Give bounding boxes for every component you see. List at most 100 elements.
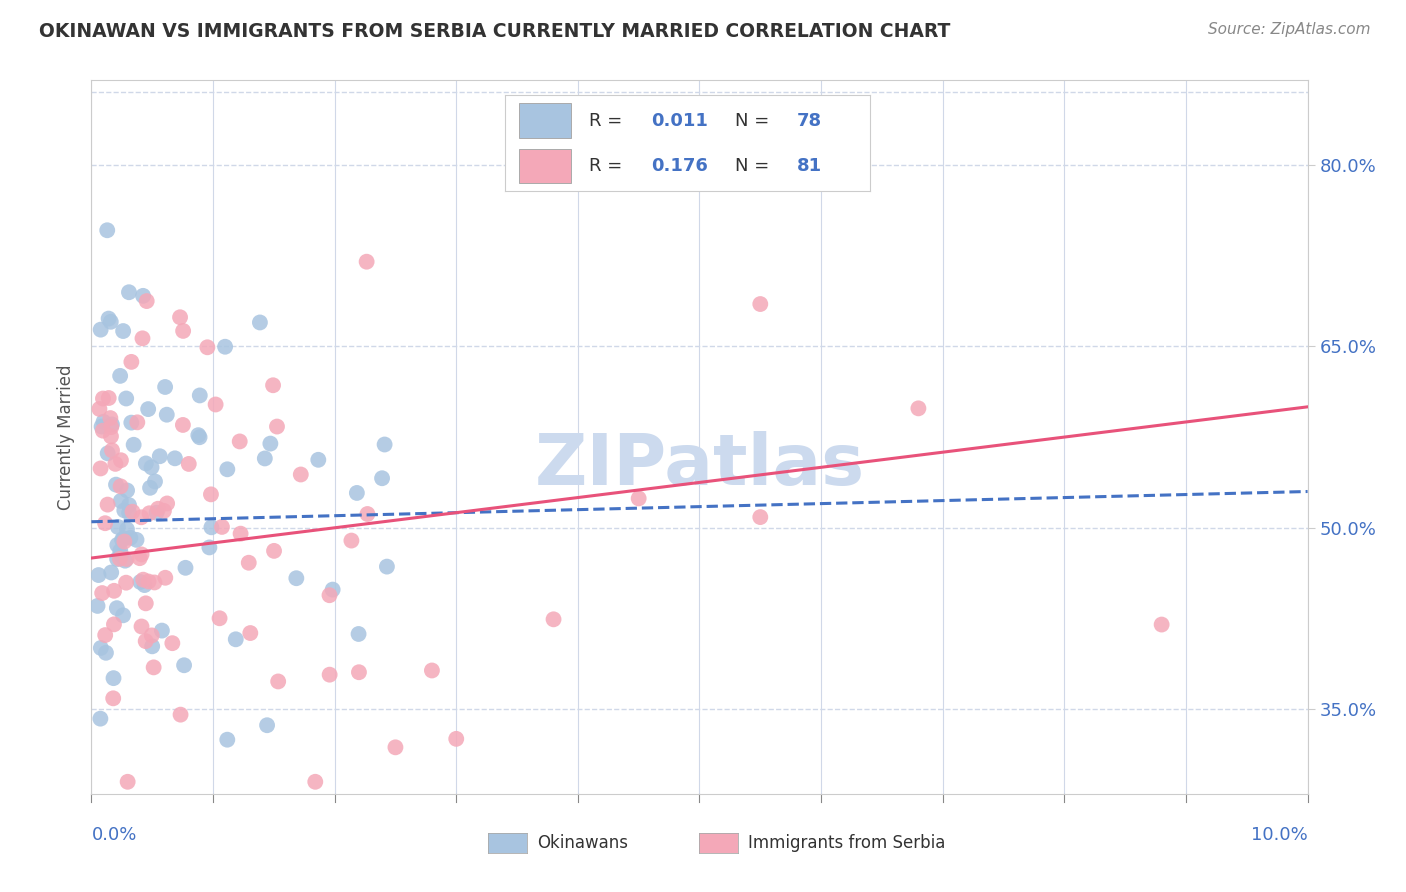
Point [138,574,160,589]
Point [173,658,195,673]
Point [105,601,128,615]
Point [103,671,125,685]
Point [97,498,120,512]
Point [149,449,172,463]
Point [375,559,398,574]
Point [132,573,155,587]
Point [135,634,157,648]
Point [322,582,344,597]
Point [267,674,290,689]
Point [103,691,125,706]
Point [110,479,132,493]
Point [101,443,124,458]
Point [97,311,120,326]
Point [107,520,129,534]
Point [177,457,200,471]
Point [129,510,152,524]
Point [91,424,114,438]
Point [749,297,772,311]
Point [120,416,142,430]
Point [110,549,132,563]
Point [139,481,162,495]
Point [118,498,141,512]
Point [100,566,122,580]
Point [156,496,179,510]
Point [249,316,271,330]
Point [200,520,222,534]
Text: Source: ZipAtlas.com: Source: ZipAtlas.com [1208,22,1371,37]
Point [94,516,117,531]
Point [112,532,135,546]
Point [104,457,127,471]
Point [208,611,231,625]
Point [120,531,142,545]
Point [103,583,125,598]
Point [143,475,166,489]
Point [96,223,118,237]
Text: Immigrants from Serbia: Immigrants from Serbia [748,834,945,852]
Point [135,596,157,610]
Text: 0.0%: 0.0% [91,826,136,844]
Point [128,551,150,566]
Point [121,505,143,519]
Text: 10.0%: 10.0% [1251,826,1308,844]
Point [141,628,163,642]
Point [347,627,370,641]
Point [136,402,159,417]
Point [214,340,236,354]
Point [187,428,209,442]
Point [93,415,115,429]
Point [204,397,226,411]
Point [111,533,134,547]
Point [122,438,145,452]
Point [101,417,124,432]
Point [131,619,153,633]
Point [371,471,394,485]
Point [200,487,222,501]
Point [356,507,378,521]
Point [146,501,169,516]
Point [91,586,114,600]
Point [98,411,121,425]
Point [150,624,173,638]
Point [115,522,138,536]
Point [100,315,122,329]
Point [115,575,138,590]
Point [115,392,138,406]
Point [346,486,368,500]
Point [253,451,276,466]
Point [91,392,114,406]
Point [94,628,117,642]
Point [188,388,211,402]
Point [1150,617,1173,632]
Point [340,533,363,548]
Point [115,483,138,498]
Point [318,588,340,602]
Text: ZIPatlas: ZIPatlas [534,431,865,500]
Point [347,665,370,680]
Point [115,552,138,566]
Point [112,534,135,549]
Point [94,646,117,660]
Point [174,561,197,575]
Point [156,408,179,422]
Point [217,462,239,476]
Point [135,294,157,309]
Point [290,467,312,482]
Point [543,612,565,626]
Point [120,355,142,369]
Text: Okinawans: Okinawans [537,834,628,852]
Point [127,415,149,429]
Point [172,324,194,338]
Point [143,575,166,590]
Point [285,571,308,585]
Point [90,419,112,434]
Point [169,707,191,722]
Point [134,578,156,592]
Point [138,506,160,520]
Point [307,452,329,467]
Point [259,436,281,450]
Point [108,551,131,566]
Point [211,520,233,534]
Point [97,391,120,405]
